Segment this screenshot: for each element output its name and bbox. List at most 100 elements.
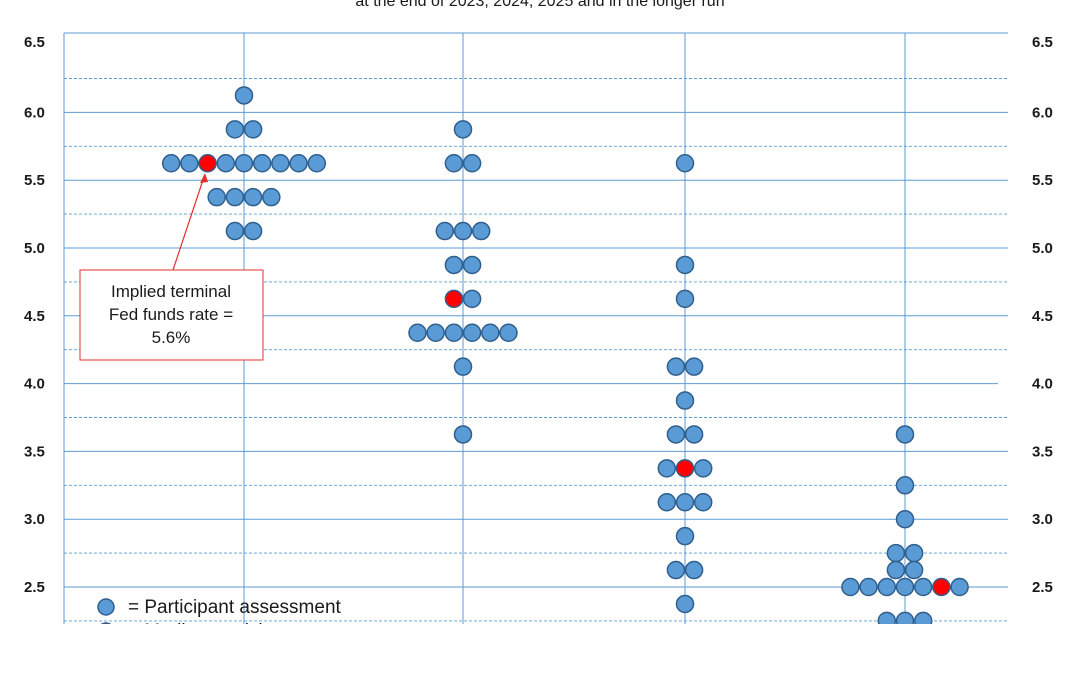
legend-participant-label: = Participant assessment [128, 597, 342, 618]
participant-dot [657, 493, 677, 512]
participant-dot [435, 221, 455, 241]
participant-dot [243, 221, 263, 241]
y-axis-right: 2.5 3.0 3.5 4.0 4.5 5.0 5.5 6.0 6.5 [1032, 34, 1053, 596]
legend-median-label: = Median participant assessment [128, 621, 407, 642]
participant-dot [481, 323, 500, 342]
participant-dot [444, 255, 464, 275]
participant-dot [453, 120, 473, 139]
participant-dot [161, 154, 181, 173]
participant-dot [675, 154, 695, 173]
annotation-arrowhead [200, 173, 208, 183]
median-dot [675, 459, 695, 478]
dot-series [161, 86, 969, 624]
participant-dot [471, 221, 491, 241]
participant-dot [913, 611, 933, 624]
participant-dot [886, 560, 906, 580]
median-dot [198, 154, 217, 173]
participant-dot [895, 509, 915, 529]
participant-dot [877, 611, 897, 624]
y-tick-left: 4.5 [24, 308, 45, 325]
participant-dot [307, 154, 327, 173]
participant-dot [453, 221, 473, 241]
participant-dot [234, 154, 254, 173]
median-dot [444, 289, 464, 309]
participant-dot [462, 289, 482, 309]
participant-dot [499, 323, 518, 342]
participant-dot [675, 493, 695, 512]
participant-dot [675, 255, 695, 275]
participant-dot [684, 357, 704, 376]
participant-dot [180, 154, 199, 173]
y-tick-right: 5.5 [1032, 172, 1053, 189]
participant-dot [453, 425, 473, 444]
y-tick-left: 5.0 [24, 240, 45, 257]
participant-dot [693, 459, 713, 478]
legend: = Participant assessment = Median partic… [97, 597, 407, 642]
y-tick-right: 3.5 [1032, 443, 1053, 460]
participant-dot [216, 154, 236, 173]
participant-dot [426, 323, 445, 342]
y-tick-left: 3.0 [24, 511, 45, 528]
y-axis-left: 2.5 3.0 3.5 4.0 4.5 5.0 5.5 6.0 6.5 [24, 34, 45, 596]
y-tick-right: 3.0 [1032, 511, 1053, 528]
participant-dot [252, 154, 272, 173]
participant-dot [462, 154, 482, 173]
y-tick-left: 5.5 [24, 172, 45, 189]
y-tick-right: 4.5 [1032, 308, 1053, 325]
participant-dot [895, 476, 915, 495]
participant-dot [913, 577, 933, 597]
y-tick-right: 6.0 [1032, 104, 1053, 121]
participant-dot [666, 357, 686, 376]
annotation-arrow [172, 176, 205, 271]
participant-dot [234, 86, 254, 105]
y-tick-right: 6.5 [1032, 34, 1053, 51]
median-dot [932, 577, 951, 597]
y-tick-right: 5.0 [1032, 240, 1053, 257]
annotation-line-3: 5.6% [152, 328, 191, 347]
participant-dot [657, 459, 677, 478]
participant-dot [271, 154, 290, 173]
participant-dot [684, 560, 704, 580]
participant-dot [243, 187, 263, 207]
participant-dot [207, 187, 226, 207]
participant-dot [693, 493, 713, 512]
participant-dot [859, 577, 878, 597]
participant-dot [243, 120, 263, 139]
participant-dot [453, 357, 473, 376]
terminal-rate-annotation: Implied terminal Fed funds rate = 5.6% [79, 173, 264, 361]
y-tick-left: 4.0 [24, 376, 45, 393]
legend-participant-marker [97, 598, 115, 616]
y-tick-left: 3.5 [24, 443, 45, 460]
participant-dot [262, 187, 281, 207]
y-tick-left: 6.5 [24, 34, 45, 51]
y-tick-right: 4.0 [1032, 376, 1053, 393]
participant-dot [675, 526, 695, 546]
legend-median-marker [100, 622, 112, 624]
participant-dot [895, 611, 915, 624]
chart-subtitle: at the end of 2023, 2024, 2025 and in th… [355, 0, 724, 10]
participant-dot [225, 187, 245, 207]
participant-dot [225, 120, 245, 139]
annotation-line-1: Implied terminal [111, 282, 231, 301]
participant-dot [904, 560, 924, 580]
participant-dot [666, 425, 686, 444]
annotation-box [79, 269, 264, 361]
participant-dot [666, 560, 686, 580]
participant-dot [904, 543, 924, 563]
participant-dot [895, 577, 915, 597]
participant-dot [675, 594, 695, 614]
y-tick-right: 2.5 [1032, 579, 1053, 596]
participant-dot [444, 323, 464, 342]
participant-dot [675, 391, 695, 410]
participant-dot [895, 425, 915, 444]
participant-dot [877, 577, 897, 597]
annotation-line-2: Fed funds rate = [109, 305, 233, 324]
participant-dot [462, 323, 482, 342]
participant-dot [886, 543, 906, 563]
participant-dot [684, 425, 704, 444]
participant-dot [462, 255, 482, 275]
participant-dot [225, 221, 245, 241]
y-tick-left: 2.5 [24, 579, 45, 596]
participant-dot [675, 289, 695, 309]
